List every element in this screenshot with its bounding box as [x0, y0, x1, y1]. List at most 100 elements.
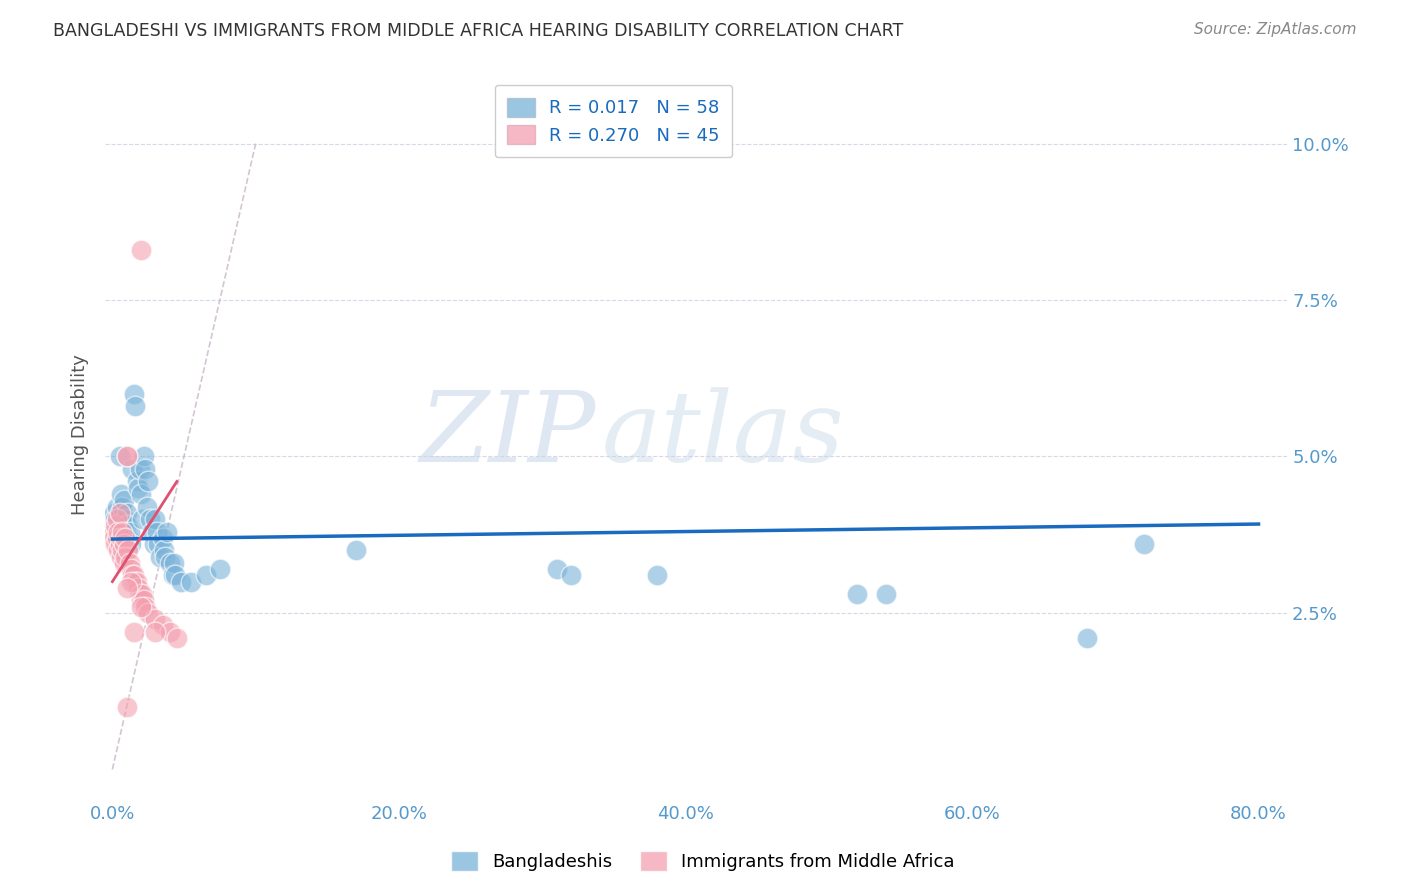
Point [159, 624, 181, 639]
Point [105, 512, 128, 526]
Point [165, 568, 187, 582]
Point [111, 524, 134, 539]
Point [146, 524, 169, 539]
Point [166, 631, 188, 645]
Point [110, 487, 132, 501]
Point [131, 512, 153, 526]
Point [134, 599, 156, 614]
Point [143, 624, 166, 639]
Point [115, 450, 138, 464]
Point [110, 549, 132, 564]
Point [134, 462, 156, 476]
Point [132, 593, 155, 607]
Point [170, 574, 193, 589]
Point [152, 618, 174, 632]
Point [112, 537, 135, 551]
Point [129, 243, 152, 257]
Point [1133, 537, 1156, 551]
Legend: Bangladeshis, Immigrants from Middle Africa: Bangladeshis, Immigrants from Middle Afr… [444, 844, 962, 879]
Point [155, 549, 177, 564]
Point [143, 612, 166, 626]
Point [128, 587, 150, 601]
Point [162, 568, 184, 582]
Point [846, 587, 869, 601]
Point [112, 518, 135, 533]
Point [208, 562, 231, 576]
Point [105, 531, 128, 545]
Point [122, 387, 145, 401]
Point [124, 574, 146, 589]
Point [105, 500, 128, 514]
Point [111, 524, 134, 539]
Point [128, 462, 150, 476]
Point [111, 500, 134, 514]
Point [156, 524, 179, 539]
Point [153, 543, 176, 558]
Point [560, 568, 582, 582]
Point [121, 462, 143, 476]
Point [117, 531, 139, 545]
Point [546, 562, 568, 576]
Point [107, 543, 129, 558]
Point [135, 500, 157, 514]
Point [103, 506, 125, 520]
Point [129, 599, 152, 614]
Point [103, 524, 125, 539]
Point [118, 556, 141, 570]
Point [159, 556, 181, 570]
Text: atlas: atlas [602, 387, 845, 483]
Point [122, 568, 145, 582]
Point [111, 543, 134, 558]
Point [118, 524, 141, 539]
Point [114, 512, 136, 526]
Point [117, 543, 139, 558]
Point [163, 556, 186, 570]
Point [127, 481, 149, 495]
Point [875, 587, 897, 601]
Point [104, 512, 127, 526]
Point [129, 593, 152, 607]
Point [1076, 631, 1098, 645]
Point [115, 518, 138, 533]
Point [120, 574, 142, 589]
Point [108, 450, 131, 464]
Point [112, 493, 135, 508]
Point [131, 587, 153, 601]
Point [114, 537, 136, 551]
Point [129, 487, 152, 501]
Point [120, 562, 142, 576]
Point [136, 475, 159, 489]
Point [124, 400, 146, 414]
Point [180, 574, 202, 589]
Point [122, 624, 145, 639]
Point [136, 606, 159, 620]
Point [114, 531, 136, 545]
Text: ZIP: ZIP [419, 387, 596, 483]
Point [120, 537, 142, 551]
Point [125, 574, 148, 589]
Point [645, 568, 668, 582]
Point [110, 506, 132, 520]
Point [103, 531, 125, 545]
Point [107, 518, 129, 533]
Text: BANGLADESHI VS IMMIGRANTS FROM MIDDLE AFRICA HEARING DISABILITY CORRELATION CHAR: BANGLADESHI VS IMMIGRANTS FROM MIDDLE AF… [53, 22, 904, 40]
Point [143, 512, 166, 526]
Point [115, 450, 138, 464]
Point [141, 524, 163, 539]
Point [115, 506, 138, 520]
Point [104, 518, 127, 533]
Point [149, 549, 172, 564]
Point [115, 581, 138, 595]
Point [104, 537, 127, 551]
Point [148, 537, 170, 551]
Legend: R = 0.017   N = 58, R = 0.270   N = 45: R = 0.017 N = 58, R = 0.270 N = 45 [495, 85, 733, 157]
Text: Source: ZipAtlas.com: Source: ZipAtlas.com [1194, 22, 1357, 37]
Point [107, 524, 129, 539]
Point [142, 537, 165, 551]
Point [127, 581, 149, 595]
Point [138, 512, 160, 526]
Point [112, 556, 135, 570]
Point [121, 568, 143, 582]
Point [108, 506, 131, 520]
Y-axis label: Hearing Disability: Hearing Disability [72, 354, 89, 515]
